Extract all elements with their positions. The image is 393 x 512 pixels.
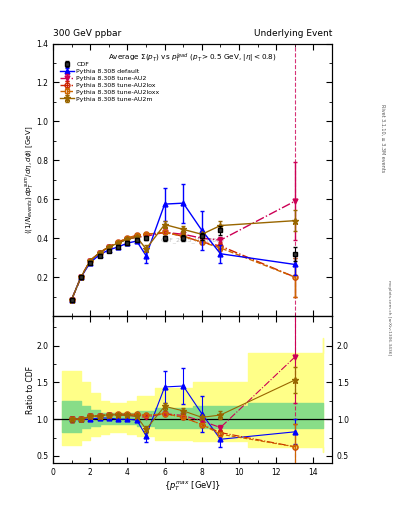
- Y-axis label: Ratio to CDF: Ratio to CDF: [26, 366, 35, 414]
- X-axis label: $\{p_T^{max}$ [GeV]$\}$: $\{p_T^{max}$ [GeV]$\}$: [164, 480, 221, 494]
- Text: Average $\Sigma(p_T)$ vs $p_T^{lead}$ ($p_T > 0.5$ GeV, $|\eta| < 0.8$): Average $\Sigma(p_T)$ vs $p_T^{lead}$ ($…: [108, 52, 277, 65]
- Text: Rivet 3.1.10, ≥ 3.3M events: Rivet 3.1.10, ≥ 3.3M events: [381, 104, 386, 173]
- Text: mcplots.cern.ch [arXiv:1306.3436]: mcplots.cern.ch [arXiv:1306.3436]: [387, 280, 391, 355]
- Legend: CDF, Pythia 8.308 default, Pythia 8.308 tune-AU2, Pythia 8.308 tune-AU2lox, Pyth: CDF, Pythia 8.308 default, Pythia 8.308 …: [59, 60, 161, 103]
- Y-axis label: $\langle(1/N_{events})\, dp_T^{sum}/d\eta, d\phi\rangle$ [GeV]: $\langle(1/N_{events})\, dp_T^{sum}/d\et…: [23, 125, 35, 234]
- Text: Underlying Event: Underlying Event: [254, 29, 332, 38]
- Text: CDF_2015_I1388868: CDF_2015_I1388868: [161, 237, 224, 243]
- Text: 300 GeV ppbar: 300 GeV ppbar: [53, 29, 121, 38]
